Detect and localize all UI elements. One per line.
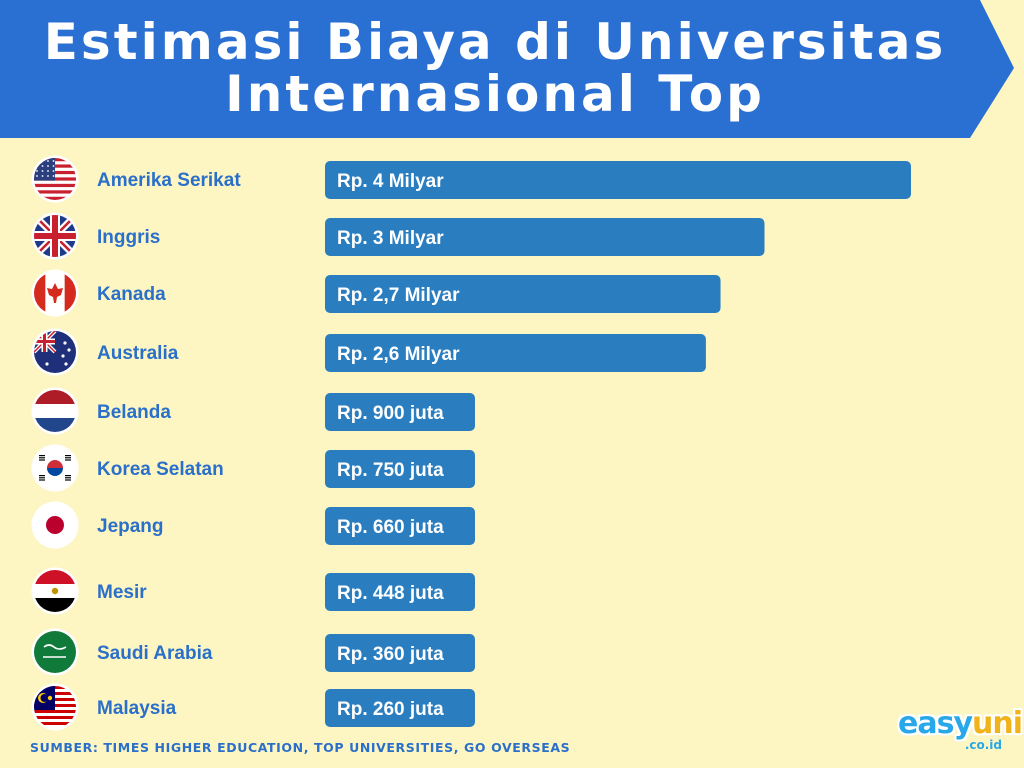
source-note: SUMBER: TIMES HIGHER EDUCATION, TOP UNIV… [30,740,571,755]
page-title: Estimasi Biaya di Universitas Internasio… [0,16,990,120]
country-label: Jepang [97,516,164,537]
country-label: Korea Selatan [97,459,224,480]
south-korea-flag-icon [31,444,79,492]
bar [325,450,475,488]
japan-flag-icon [31,501,79,549]
country-label: Saudi Arabia [97,643,213,664]
bar [325,573,475,611]
banner-shape [0,0,1014,138]
bar [325,507,475,545]
bar [325,634,475,672]
bar-value-label: Rp. 2,7 Milyar [337,285,460,306]
saudi-arabia-flag-icon [31,628,79,676]
bar [325,161,911,199]
country-label: Amerika Serikat [97,170,241,191]
netherlands-flag-icon [31,387,79,435]
malaysia-flag-icon [31,683,79,731]
logo-tld: .co.id [964,738,1002,752]
bar-value-label: Rp. 660 juta [337,517,444,538]
country-label: Australia [97,343,179,364]
bar [325,275,721,313]
logo-part-easy: easy [898,706,973,741]
logo-wordmark: easyuni [898,706,1023,741]
bar [325,334,706,372]
country-label: Mesir [97,582,147,603]
australia-flag-icon [31,328,79,376]
bar-value-label: Rp. 2,6 Milyar [337,344,460,365]
bar-value-label: Rp. 260 juta [337,699,444,720]
title-line-1: Estimasi Biaya di Universitas [43,13,947,71]
country-label: Belanda [97,402,171,423]
canada-flag-icon [31,269,79,317]
us-flag-icon [31,155,79,203]
bar-value-label: Rp. 3 Milyar [337,228,444,249]
bar-value-label: Rp. 900 juta [337,403,444,424]
uk-flag-icon [31,212,79,260]
easyuni-logo: easyuni .co.id [898,706,1023,754]
country-label: Malaysia [97,698,177,719]
country-label: Kanada [97,284,166,305]
country-label: Inggris [97,227,160,248]
bar-value-label: Rp. 4 Milyar [337,171,444,192]
title-line-2: Internasional Top [225,65,765,123]
bar [325,393,475,431]
bar-value-label: Rp. 750 juta [337,460,444,481]
bar-value-label: Rp. 360 juta [337,644,444,665]
bar [325,218,765,256]
bar [325,689,475,727]
logo-part-uni: uni [972,706,1023,741]
egypt-flag-icon [31,567,79,615]
bar-value-label: Rp. 448 juta [337,583,444,604]
header-banner: Estimasi Biaya di Universitas Internasio… [0,0,1024,138]
